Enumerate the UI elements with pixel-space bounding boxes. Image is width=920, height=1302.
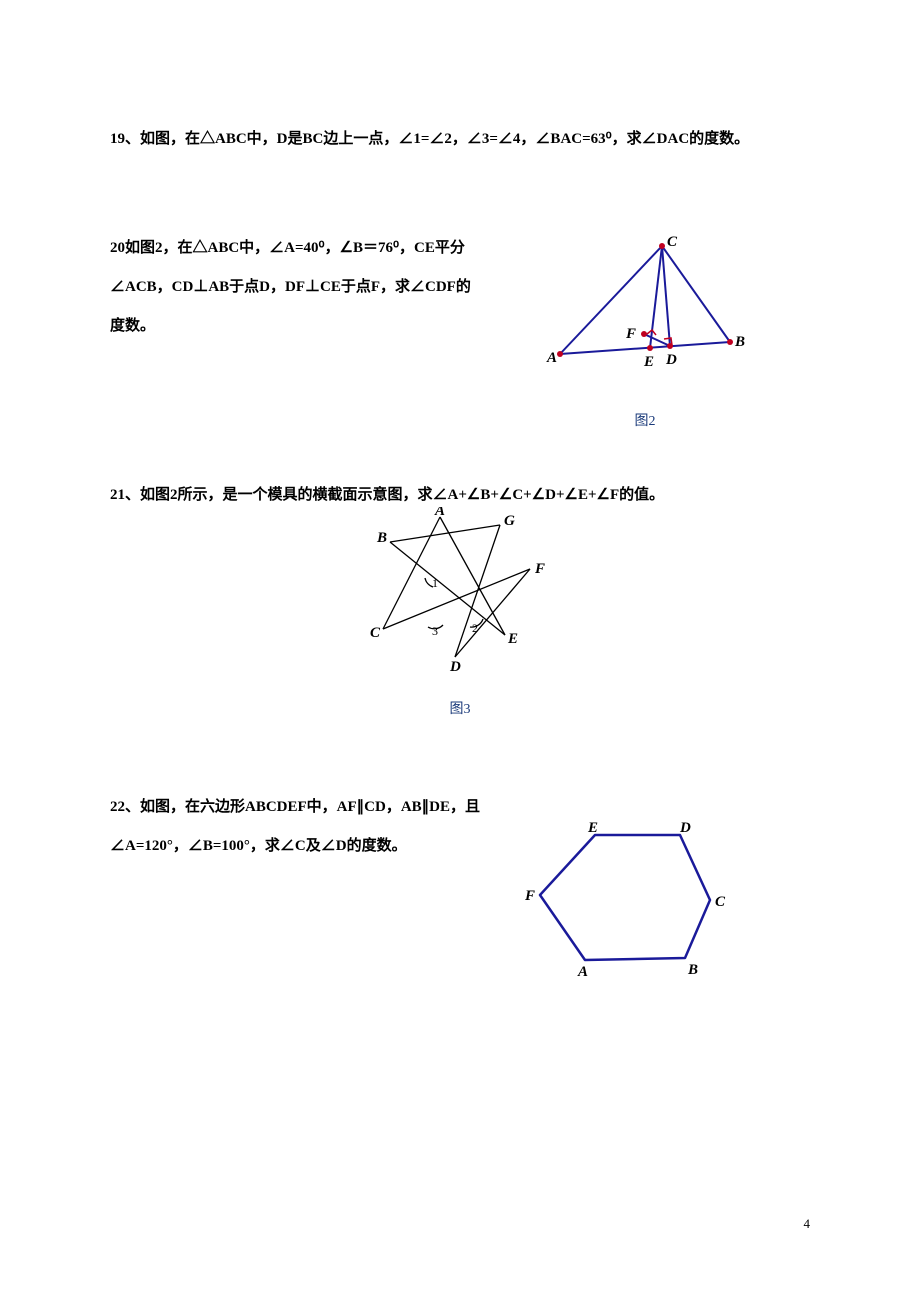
fig21-label-A: A bbox=[434, 507, 445, 519]
fig22-label-E: E bbox=[587, 820, 598, 836]
fig20-caption: 图2 bbox=[540, 404, 750, 440]
fig20-label-C: C bbox=[667, 234, 678, 250]
page-number: 4 bbox=[804, 1216, 811, 1232]
problem-22-text: 22、如图，在六边形ABCDEF中，AF∥CD，AB∥DE，且∠A=120°，∠… bbox=[110, 788, 540, 866]
problem-21: 21、如图2所示，是一个模具的横截面示意图，求∠A+∠B+∠C+∠D+∠E+∠F… bbox=[110, 476, 810, 728]
fig22-label-D: D bbox=[679, 820, 691, 836]
fig22-label-B: B bbox=[687, 962, 698, 978]
figure-22-svg: E D F C A B bbox=[510, 820, 740, 980]
problem-22: 22、如图，在六边形ABCDEF中，AF∥CD，AB∥DE，且∠A=120°，∠… bbox=[110, 788, 810, 866]
fig21-angle-2: 2 bbox=[472, 621, 478, 635]
problem-20: 20如图2，在△ABC中，∠A=40⁰，∠B＝76⁰，CE平分∠ACB，CD⊥A… bbox=[110, 229, 810, 346]
figure-21-svg: A G B F C E D 1 2 3 bbox=[355, 507, 565, 682]
fig20-label-D: D bbox=[665, 352, 677, 368]
fig21-angle-1: 1 bbox=[432, 576, 438, 590]
fig22-label-C: C bbox=[715, 894, 726, 910]
fig21-label-E: E bbox=[507, 631, 518, 647]
fig20-label-F: F bbox=[625, 326, 636, 342]
fig22-label-A: A bbox=[577, 964, 588, 980]
fig21-caption: 图3 bbox=[110, 692, 810, 728]
fig21-label-C: C bbox=[370, 625, 381, 641]
fig20-label-E: E bbox=[643, 354, 654, 370]
problem-20-text: 20如图2，在△ABC中，∠A=40⁰，∠B＝76⁰，CE平分∠ACB，CD⊥A… bbox=[110, 229, 480, 346]
fig21-label-D: D bbox=[449, 659, 461, 675]
fig21-label-F: F bbox=[534, 561, 545, 577]
figure-20-svg: A B C D E F bbox=[540, 234, 750, 384]
problem-20-figure: A B C D E F 图2 bbox=[540, 234, 750, 440]
problem-22-figure: E D F C A B bbox=[510, 820, 740, 996]
problem-19-text: 19、如图，在△ABC中，D是BC边上一点，∠1=∠2，∠3=∠4，∠BAC=6… bbox=[110, 120, 810, 159]
problem-21-figure: A G B F C E D 1 2 3 图3 bbox=[110, 507, 810, 728]
fig21-label-G: G bbox=[504, 513, 515, 529]
fig22-label-F: F bbox=[524, 888, 535, 904]
fig20-label-A: A bbox=[546, 350, 557, 366]
fig20-label-B: B bbox=[734, 334, 745, 350]
fig21-label-B: B bbox=[376, 530, 387, 546]
problem-19: 19、如图，在△ABC中，D是BC边上一点，∠1=∠2，∠3=∠4，∠BAC=6… bbox=[110, 120, 810, 159]
fig21-angle-3: 3 bbox=[432, 624, 438, 638]
